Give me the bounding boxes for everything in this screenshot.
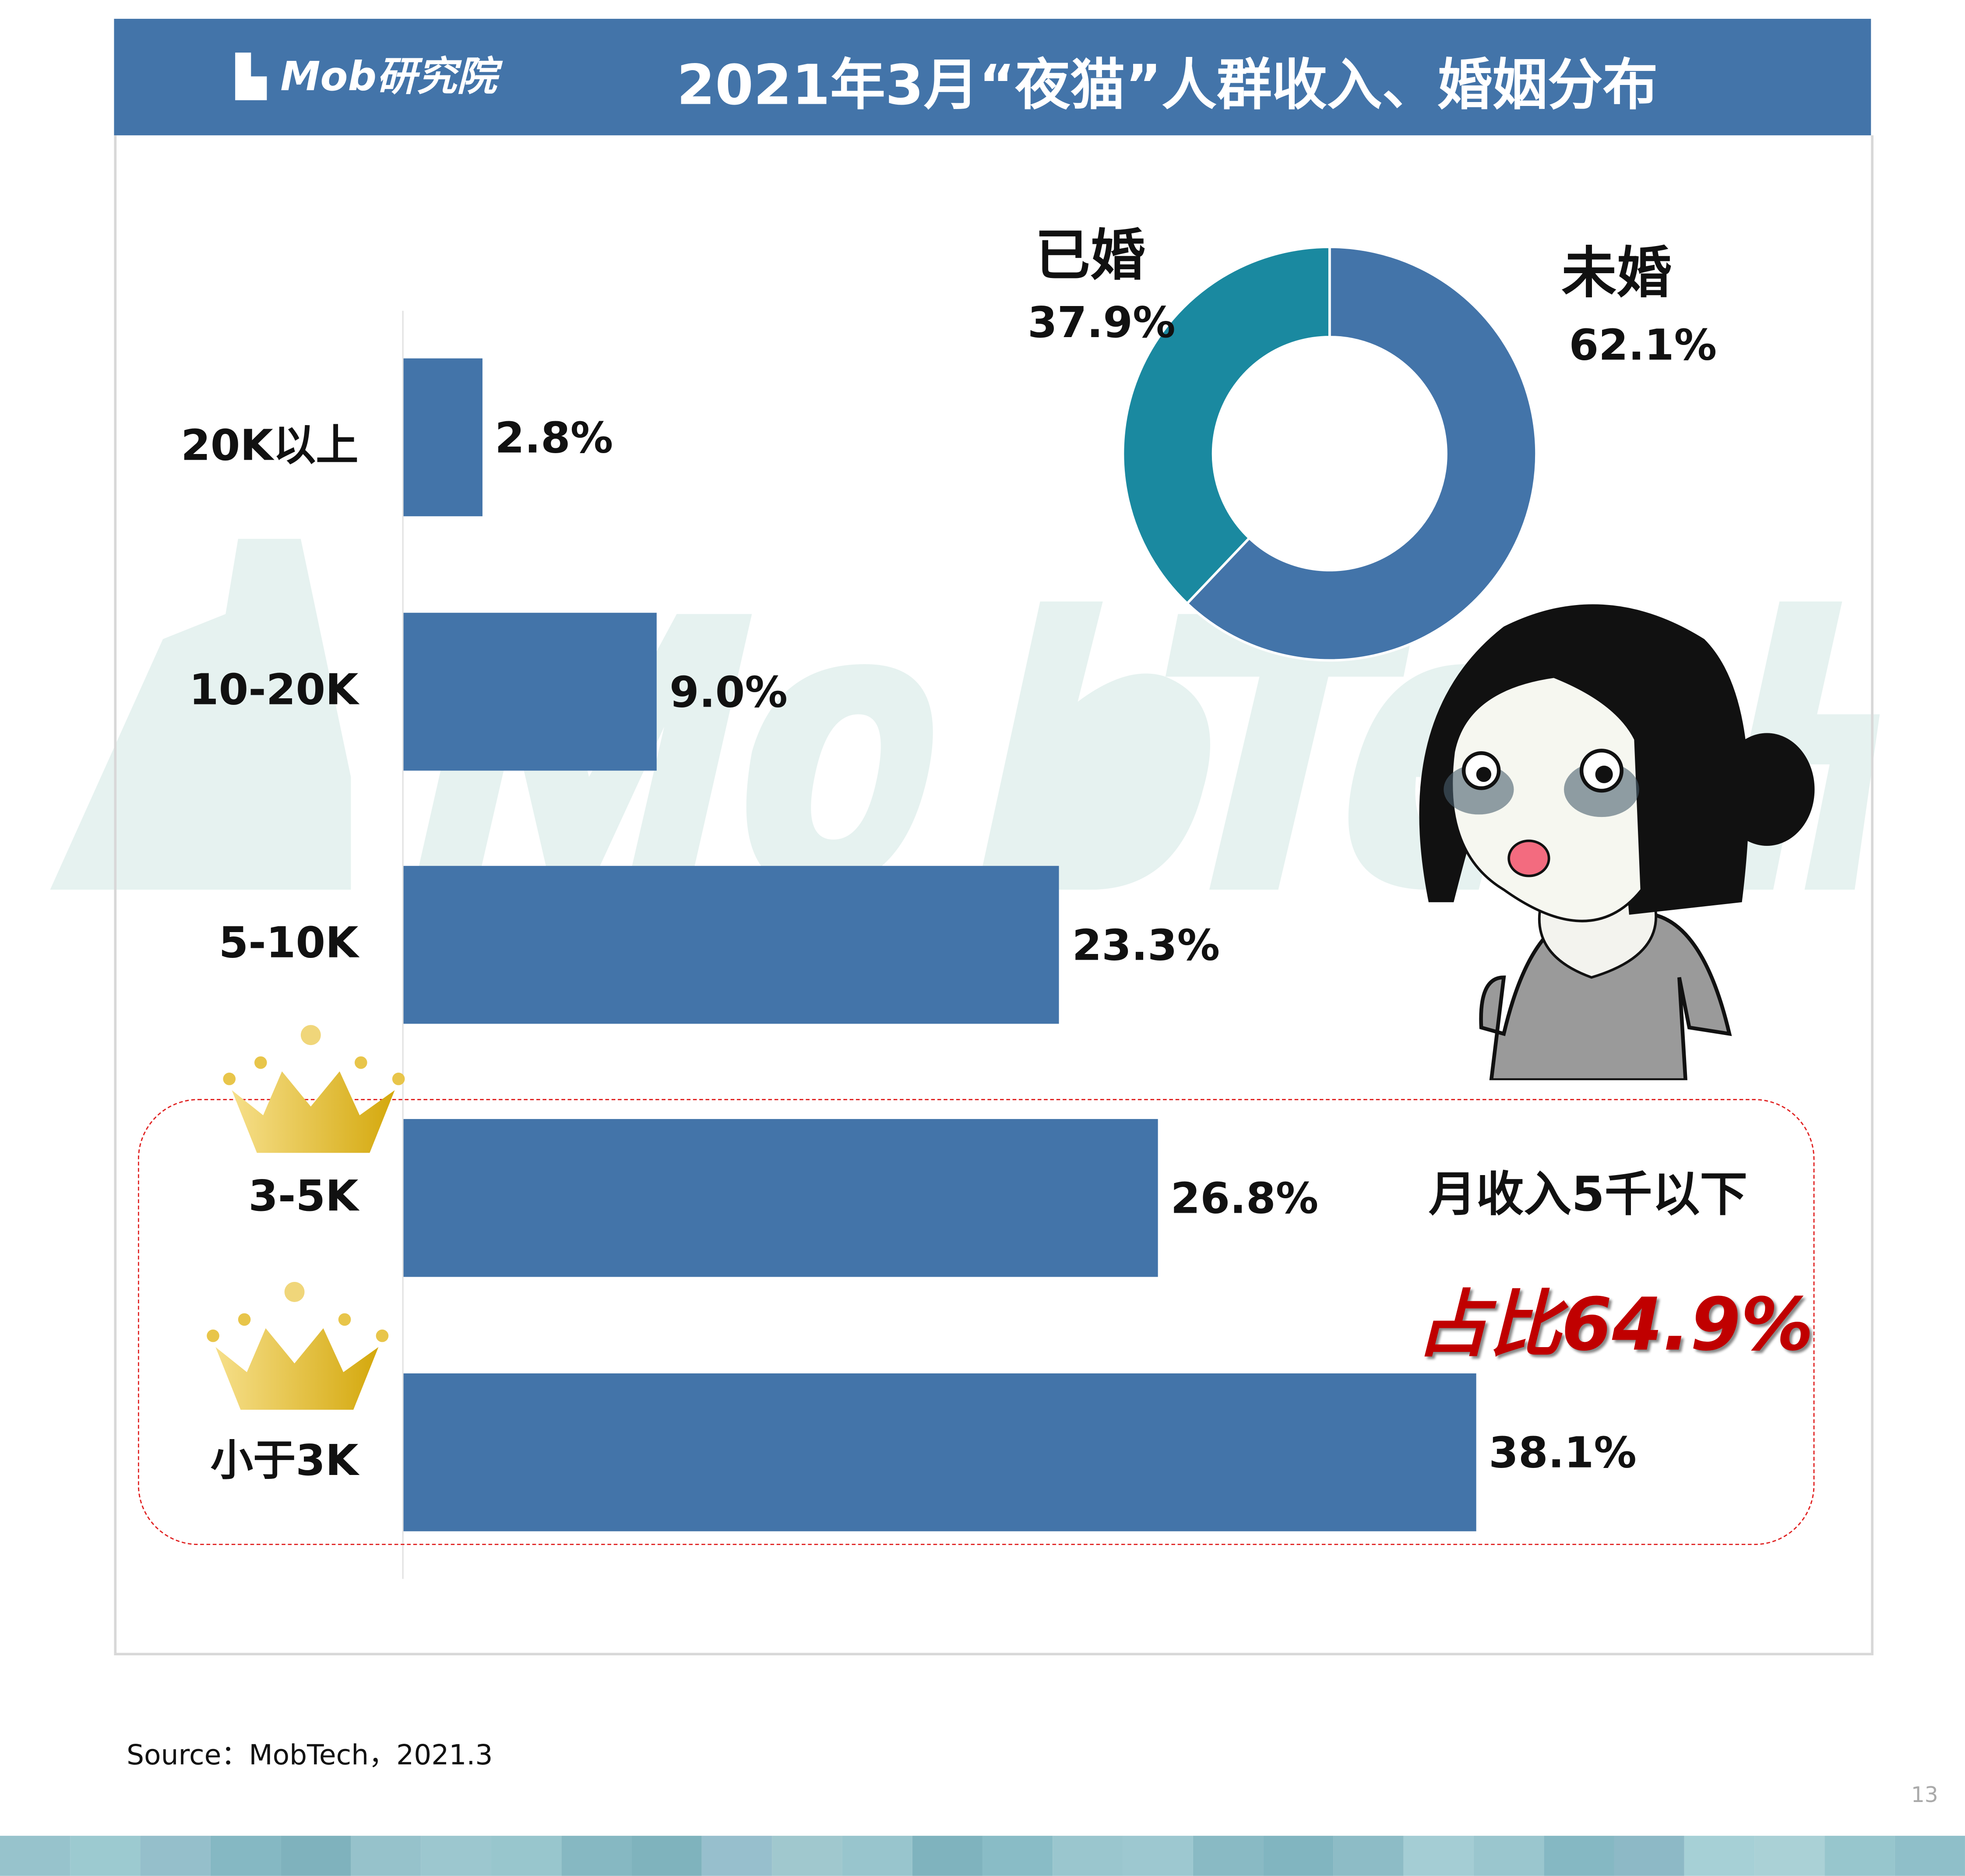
source-note: Source：MobTech，2021.3 [127,1740,493,1772]
stripe [1333,1836,1404,1876]
tired-girl-illustration [1419,604,1815,1081]
highlight-box [137,1099,1815,1545]
bar-2 [403,866,1060,1024]
stripe [1053,1836,1123,1876]
donut-chart [1121,245,1538,662]
footer-stripes [0,1836,1965,1876]
stripe [351,1836,421,1876]
value-label: 2.8% [495,413,613,464]
donut-slice-0 [1185,245,1538,662]
category-label: 5-10K [218,918,359,969]
crown-icon [207,1282,389,1410]
stripe [1684,1836,1755,1876]
category-label: 10-20K [189,665,359,716]
stripe [1473,1836,1544,1876]
stripe [912,1836,982,1876]
stripe [701,1836,772,1876]
donut-label-unmarried: 未婚 [1561,242,1672,306]
highlight-share: 占比64.9% [1416,1282,1814,1367]
category-label: 20K以上 [181,421,359,472]
stripe [631,1836,702,1876]
stripe [561,1836,632,1876]
stripe [210,1836,281,1876]
stripe [1193,1836,1264,1876]
bar-axis-line [402,310,404,1579]
bar-4 [403,1373,1476,1531]
stripe [1263,1836,1334,1876]
stripe [772,1836,842,1876]
stripe [1824,1836,1895,1876]
crown-icon [223,1025,405,1153]
donut-value-married: 37.9% [1028,298,1176,348]
value-label: 38.1% [1489,1428,1637,1479]
logo-text: Mob研究院 [280,53,497,100]
stripe [1754,1836,1825,1876]
stripe [1544,1836,1614,1876]
stripe [982,1836,1053,1876]
value-label: 26.8% [1170,1174,1319,1225]
content-frame [114,135,1873,1655]
donut-value-unmarried: 62.1% [1569,320,1717,371]
logo: ▙ Mob研究院 [236,45,497,103]
stripe [281,1836,351,1876]
stripe [0,1836,70,1876]
bar-3 [403,1119,1158,1277]
stripe [140,1836,211,1876]
highlight-text: 月收入5千以下 [1428,1166,1748,1222]
category-label: 3-5K [248,1172,359,1222]
stripe [1403,1836,1474,1876]
logo-icon: ▙ [236,53,267,100]
value-label: 9.0% [669,668,788,718]
bar-1 [403,612,657,771]
bar-0 [403,358,482,517]
page-number: 13 [1911,1783,1938,1809]
value-label: 23.3% [1072,921,1220,971]
header-bar [114,18,1871,136]
stripe [491,1836,562,1876]
donut-slice-1 [1121,245,1331,605]
category-label: 小于3K [210,1436,359,1486]
page-title: 2021年3月“夜猫”人群收入、婚姻分布 [676,54,1658,118]
stripe [421,1836,491,1876]
stripe [842,1836,912,1876]
stripe [1614,1836,1684,1876]
stripe [1895,1836,1965,1876]
stripe [70,1836,141,1876]
donut-label-married: 已婚 [1035,224,1146,289]
stripe [1123,1836,1193,1876]
